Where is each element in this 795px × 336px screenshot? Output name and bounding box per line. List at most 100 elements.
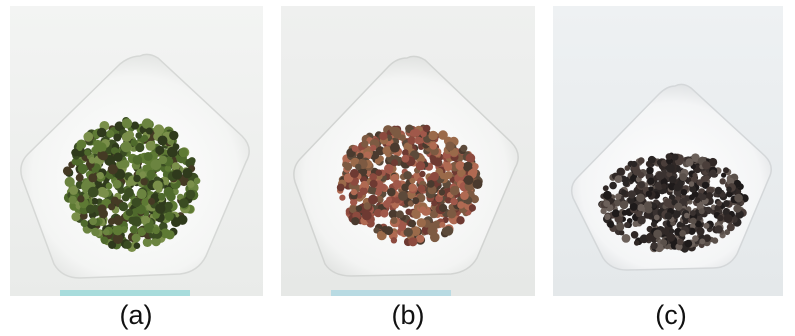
- peppercorn: [83, 131, 94, 142]
- peppercorn: [133, 242, 141, 249]
- peppercorn: [152, 226, 160, 235]
- peppercorn: [105, 182, 113, 190]
- peppercorn: [429, 142, 438, 150]
- peppercorn: [369, 144, 377, 152]
- peppercorn: [155, 185, 163, 193]
- peppercorn: [407, 136, 416, 145]
- peppercorn: [443, 225, 454, 236]
- peppercorn: [339, 194, 346, 201]
- peppercorn: [653, 214, 660, 221]
- peppercorn: [419, 170, 426, 178]
- teal-strip: [60, 290, 190, 296]
- peppercorn: [677, 180, 684, 187]
- peppercorn: [77, 195, 85, 203]
- peppercorn: [91, 227, 100, 237]
- peppercorn: [412, 128, 421, 137]
- peppercorn: [674, 202, 683, 211]
- peppercorn: [106, 129, 115, 138]
- peppercorn: [690, 223, 696, 229]
- peppercorn: [699, 238, 706, 245]
- photo-panel-b: [281, 6, 535, 296]
- peppercorn: [463, 161, 473, 172]
- peppercorn: [684, 212, 690, 219]
- peppercorn: [113, 215, 124, 226]
- peppercorn: [685, 158, 694, 167]
- peppercorn: [733, 204, 742, 213]
- peppercorn: [403, 227, 413, 237]
- peppercorn: [648, 186, 654, 192]
- peppercorn: [368, 186, 376, 195]
- peppercorn: [408, 183, 417, 192]
- photo-panel-c: [553, 6, 783, 296]
- peppercorn: [158, 155, 168, 165]
- peppercorn: [131, 233, 141, 243]
- peppercorn: [141, 215, 151, 225]
- peppercorn: [403, 171, 412, 180]
- peppercorn: [344, 162, 353, 171]
- peppercorn: [84, 149, 91, 156]
- peppercorn: [349, 168, 359, 178]
- peppercorn: [112, 179, 122, 189]
- peppercorn: [129, 225, 138, 234]
- peppercorn: [645, 190, 653, 197]
- peppercorn: [131, 197, 141, 208]
- peppercorn: [457, 161, 464, 169]
- peppercorn: [80, 219, 89, 228]
- peppercorn: [637, 171, 645, 179]
- peppercorn: [723, 214, 733, 223]
- peppercorn: [100, 236, 109, 245]
- peppercorn: [711, 237, 719, 244]
- peppercorn: [616, 222, 625, 231]
- peppercorn: [401, 154, 410, 163]
- peppercorn: [703, 175, 710, 182]
- peppercorn: [408, 237, 418, 247]
- peppercorn: [369, 179, 378, 188]
- peppercorn: [118, 201, 129, 212]
- peppercorn: [172, 169, 183, 180]
- caption-b: (b): [391, 300, 425, 330]
- peppercorn: [177, 214, 188, 225]
- peppercorn: [666, 171, 673, 178]
- peppercorn: [380, 209, 389, 218]
- peppercorn: [350, 198, 358, 206]
- peppercorn: [439, 221, 446, 228]
- peppercorn: [64, 176, 75, 188]
- peppercorn: [650, 242, 658, 250]
- peppercorn: [76, 144, 83, 152]
- peppercorn: [689, 185, 697, 193]
- peppercorn: [402, 149, 409, 157]
- peppercorn: [395, 210, 404, 219]
- peppercorn: [146, 169, 156, 179]
- peppercorn: [152, 211, 160, 219]
- peppercorn: [726, 186, 732, 192]
- peppercorn: [88, 173, 98, 183]
- peppercorn: [150, 159, 162, 171]
- photo-b: [281, 6, 535, 296]
- peppercorn: [443, 162, 453, 172]
- peppercorn: [646, 166, 654, 175]
- peppercorn: [135, 204, 146, 215]
- peppercorn: [141, 134, 149, 142]
- peppercorn: [102, 228, 110, 236]
- peppercorn: [650, 221, 657, 228]
- peppercorn: [692, 235, 699, 242]
- peppercorn: [646, 232, 655, 242]
- peppercorn: [468, 204, 476, 212]
- peppercorn: [688, 181, 695, 187]
- peppercorn: [412, 197, 420, 205]
- peppercorn: [636, 193, 645, 203]
- peppercorn: [663, 198, 673, 208]
- peppercorn: [68, 195, 77, 204]
- peppercorn: [408, 219, 417, 228]
- peppercorn: [690, 176, 698, 183]
- peppercorn: [629, 202, 638, 211]
- peppercorn: [145, 127, 153, 135]
- peppercorn: [472, 179, 483, 190]
- peppercorn: [71, 212, 81, 222]
- peppercorn: [379, 132, 388, 141]
- peppercorn: [603, 190, 612, 200]
- peppercorn: [684, 239, 693, 248]
- peppercorn: [619, 200, 629, 210]
- peppercorn: [431, 200, 438, 207]
- peppercorn: [665, 153, 673, 161]
